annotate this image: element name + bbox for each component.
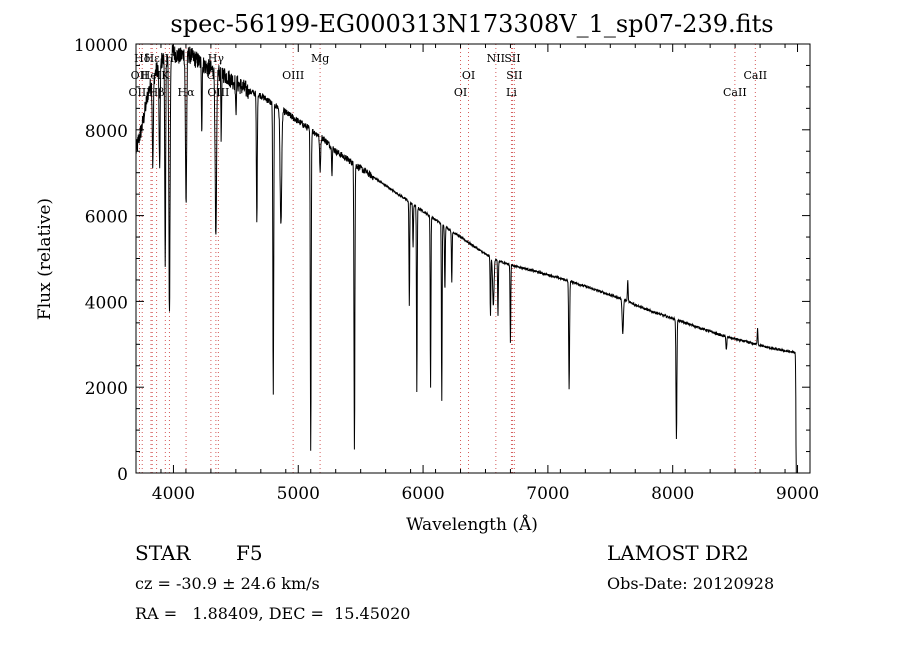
line-marker-label: CaII xyxy=(723,86,747,99)
y-tick-label: 8000 xyxy=(85,122,128,142)
axis-ticks: 4000 5000 6000 7000 8000 9000 0 2000 4000 6000 800… xyxy=(74,36,819,504)
line-marker-label: NII xyxy=(487,52,505,65)
line-marker-label: Hα xyxy=(178,86,196,99)
line-marker-label: Mg xyxy=(311,52,329,65)
line-marker-label: SII xyxy=(504,52,520,65)
subclass: F5 xyxy=(236,541,263,565)
spectrum-figure: spec-56199-EG000313N173308V_1_sp07-239.f… xyxy=(0,0,900,650)
line-markers: HδOIIOIIIHεHeIHβKHHαGHγOIIIOIIIMgOIOINII… xyxy=(128,44,767,473)
line-marker-label: OI xyxy=(454,86,467,99)
line-marker-label: SII xyxy=(506,69,522,82)
survey-name: LAMOST DR2 xyxy=(607,541,749,565)
x-axis-label: Wavelength (Å) xyxy=(406,514,538,535)
line-marker-label: H xyxy=(165,52,175,65)
x-tick-label: 9000 xyxy=(776,484,819,504)
plot-frame xyxy=(136,44,810,473)
x-tick-label: 8000 xyxy=(651,484,694,504)
coordinates: RA = 1.88409, DEC = 15.45020 xyxy=(135,604,410,623)
line-marker-label: Hε xyxy=(145,52,161,65)
line-marker-label: OIII xyxy=(207,86,229,99)
y-tick-label: 6000 xyxy=(85,208,128,228)
x-tick-label: 7000 xyxy=(526,484,569,504)
y-axis-label: Flux (relative) xyxy=(35,198,55,320)
y-tick-label: 4000 xyxy=(85,293,128,313)
y-tick-label: 2000 xyxy=(85,379,128,399)
x-tick-label: 6000 xyxy=(401,484,444,504)
y-tick-label: 0 xyxy=(117,465,128,485)
y-tick-label: 10000 xyxy=(74,36,128,56)
line-marker-label: CaII xyxy=(743,69,767,82)
x-tick-label: 4000 xyxy=(152,484,195,504)
chart-title: spec-56199-EG000313N173308V_1_sp07-239.f… xyxy=(170,10,773,38)
line-marker-label: Li xyxy=(506,86,517,99)
object-class: STAR xyxy=(135,541,190,565)
observation-date: Obs-Date: 20120928 xyxy=(607,574,774,593)
line-marker-label: OI xyxy=(462,69,475,82)
spectrum-line xyxy=(136,45,796,473)
redshift-value: cz = -30.9 ± 24.6 km/s xyxy=(135,574,320,593)
x-tick-label: 5000 xyxy=(277,484,320,504)
line-marker-label: OIII xyxy=(282,69,304,82)
